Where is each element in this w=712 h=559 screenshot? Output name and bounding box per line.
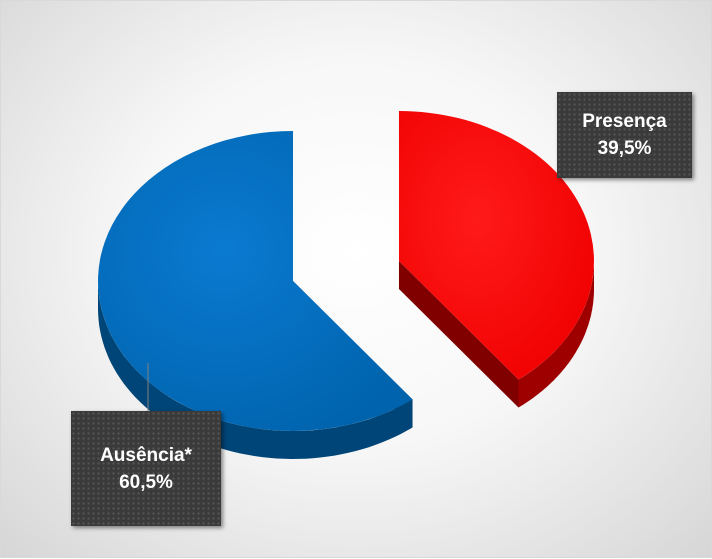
data-label-presenca-value: 39,5%	[597, 138, 652, 159]
pie-slice-ausencia-top	[98, 130, 413, 431]
pie-slice-presenca-wall-end	[398, 261, 519, 408]
pie-slice-presenca-top	[398, 111, 594, 380]
data-label-presenca-name: Presença	[582, 111, 667, 132]
pie-slice-presenca	[398, 111, 594, 408]
data-label-ausencia: Ausência* 60,5%	[71, 411, 221, 526]
data-label-ausencia-value: 60,5%	[119, 471, 173, 493]
pie-slice-ausencia	[98, 130, 413, 459]
data-label-presenca: Presença 39,5%	[557, 92, 692, 178]
data-label-ausencia-name: Ausência*	[100, 444, 192, 466]
pie-slice-presenca-side	[518, 261, 594, 408]
